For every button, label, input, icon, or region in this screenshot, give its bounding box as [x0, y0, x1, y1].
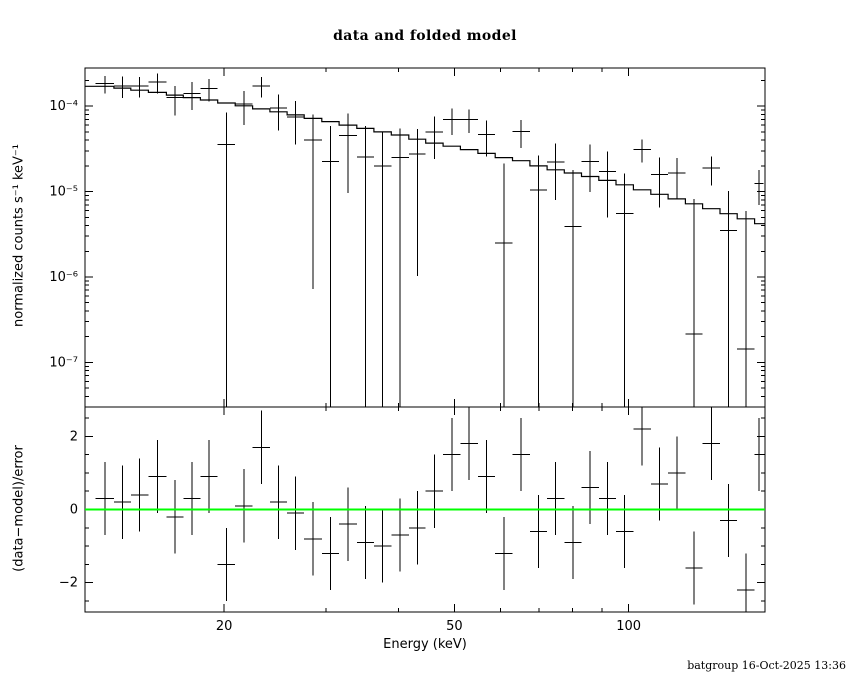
timestamp: batgroup 16-Oct-2025 13:36: [687, 659, 846, 672]
y-tick-label: −2: [59, 576, 78, 591]
chart-title: data and folded model: [333, 28, 517, 44]
y-tick-label: 0: [70, 503, 78, 518]
y-axis-label-residuals: (data−model)/error: [11, 445, 27, 572]
model-line: [85, 85, 765, 225]
x-axis-label: Energy (keV): [383, 637, 467, 652]
y-tick-label: 10⁻⁶: [49, 270, 78, 285]
x-tick-label: 20: [216, 619, 233, 634]
y-tick-label: 10⁻⁷: [49, 355, 78, 370]
y-tick-label: 10⁻⁴: [49, 99, 78, 114]
y-tick-label: 10⁻⁵: [49, 185, 78, 200]
x-tick-label: 100: [616, 619, 641, 634]
y-tick-label: 2: [70, 429, 78, 444]
top-panel-frame: [84, 67, 766, 408]
x-tick-label: 50: [446, 619, 463, 634]
